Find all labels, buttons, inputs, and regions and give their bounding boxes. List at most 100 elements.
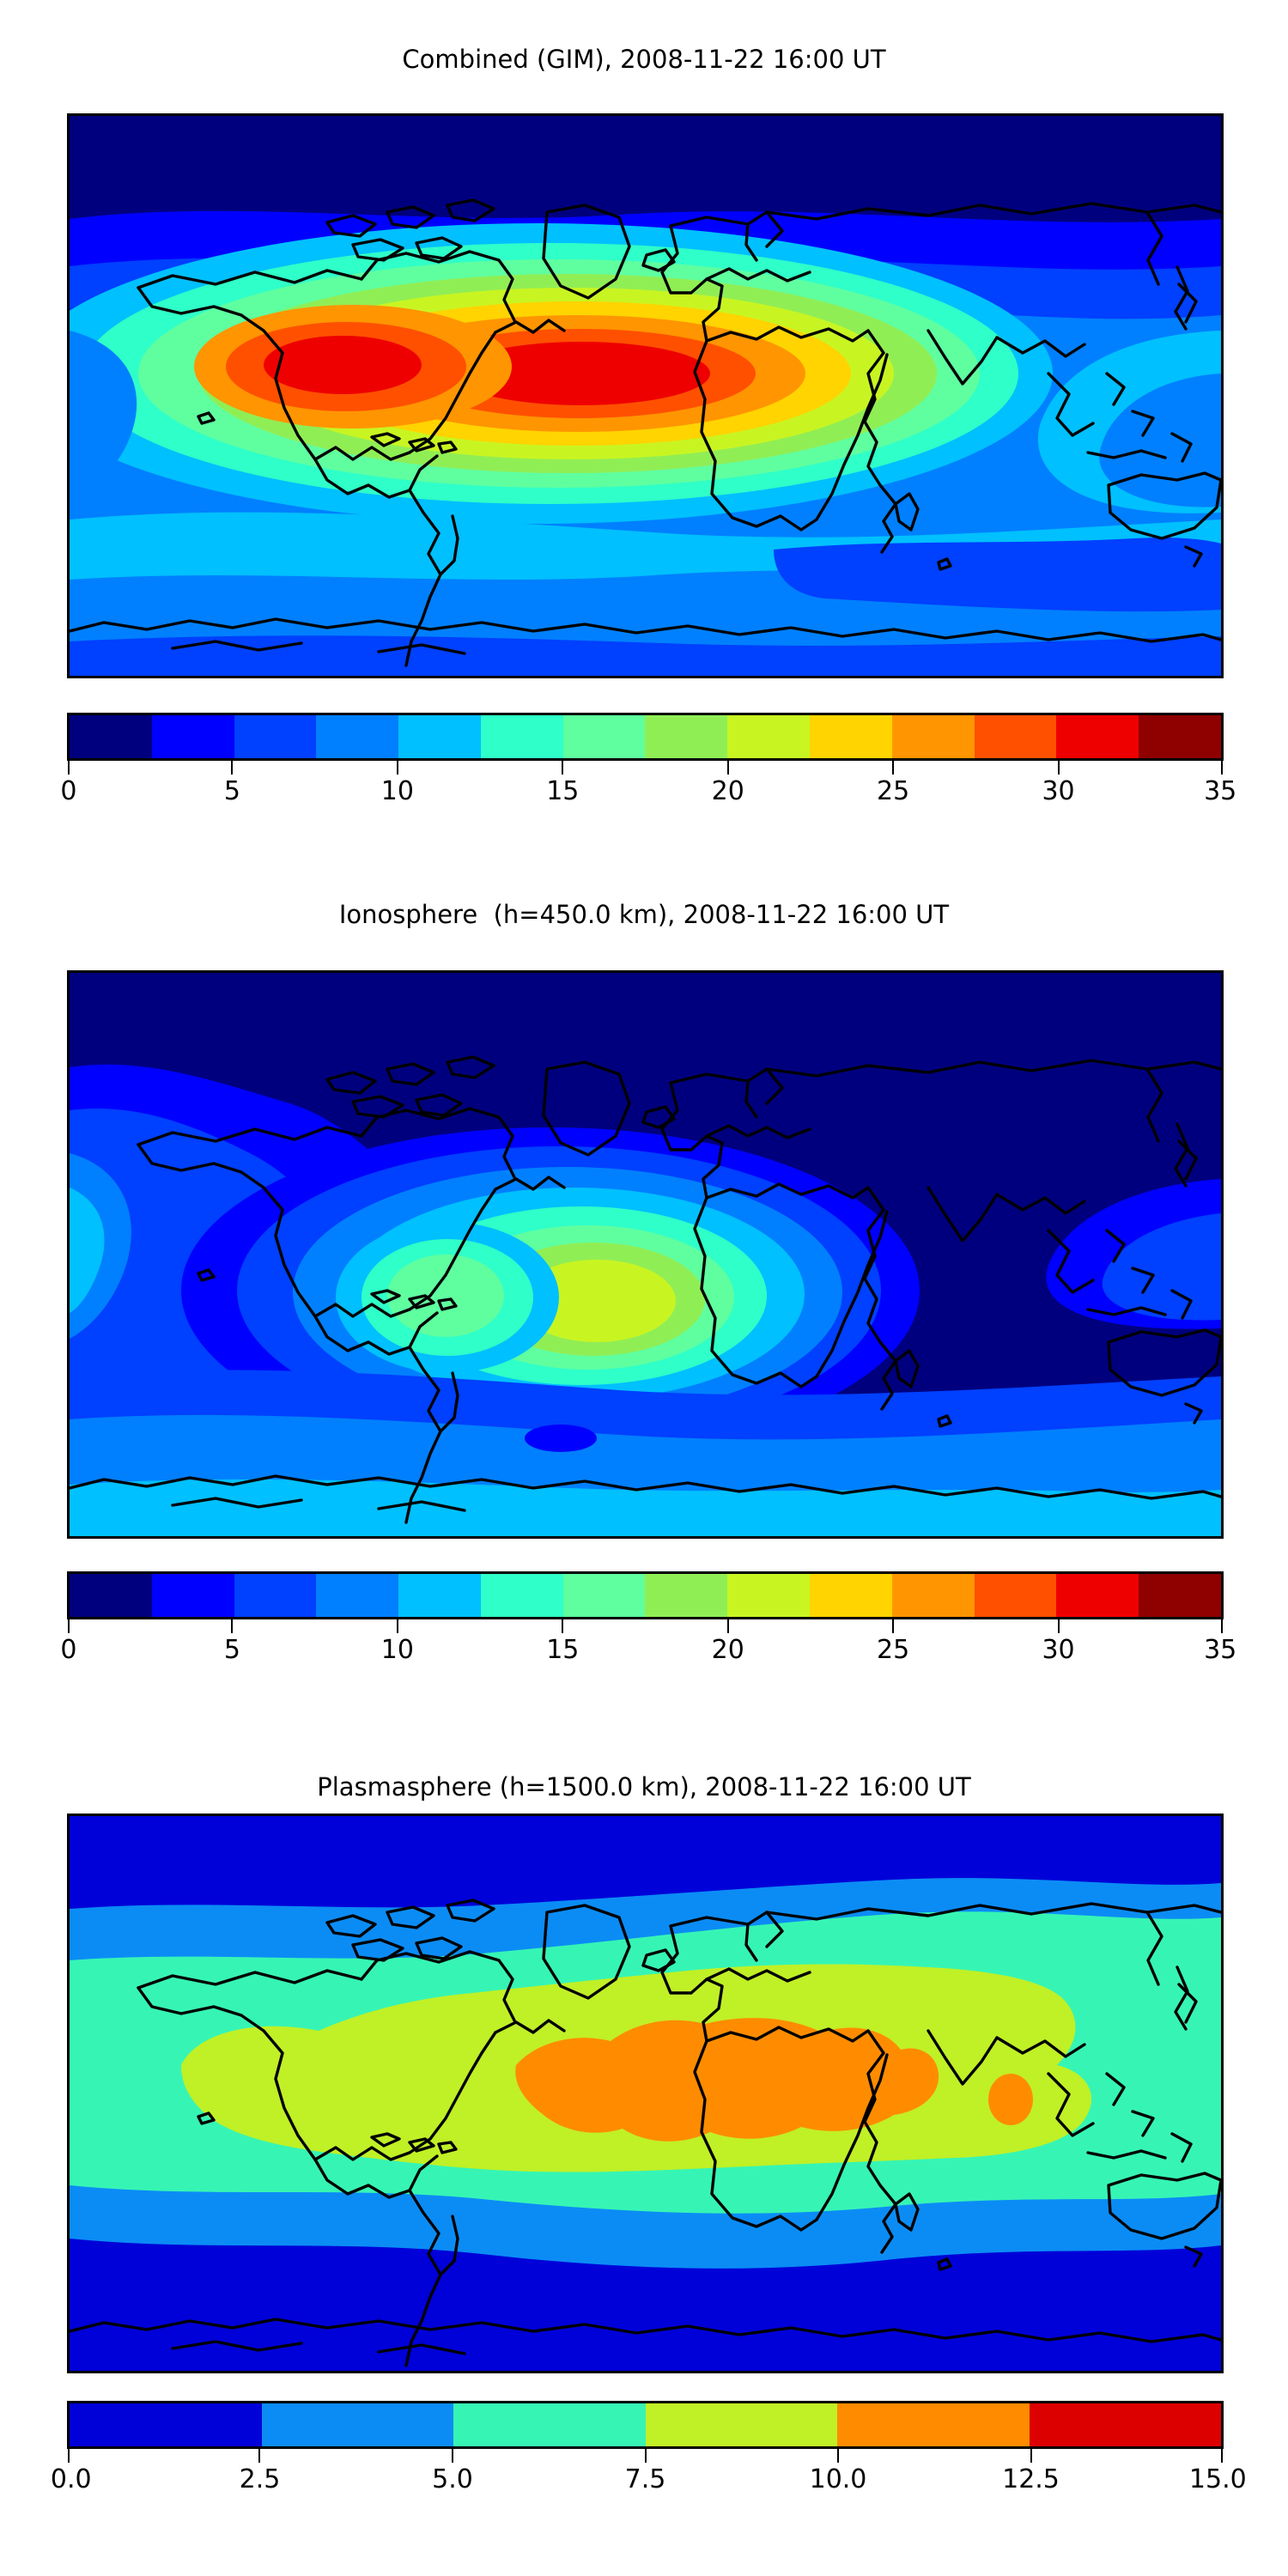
colorbar-tick [231,1619,234,1633]
colorbar-tick-label: 0.0 [50,2464,92,2494]
panel-title-combined-gim: Combined (GIM), 2008-11-22 16:00 UT [402,45,886,74]
colorbar-band-2 [453,2403,646,2446]
colorbar-band-1 [261,2403,453,2446]
colorbar-tick-label: 30 [1042,1635,1075,1665]
map-combined-gim [67,113,1224,678]
colorbar-tick [562,1619,564,1633]
colorbar-band-5 [480,715,563,758]
colorbar-band-5 [1029,2403,1221,2446]
contour-fill-group [70,116,1221,676]
colorbar-band-4 [398,1574,481,1617]
colorbar-band-5 [480,1574,563,1617]
colorbar-band-11 [974,715,1057,758]
panel-title-plasmasphere: Plasmasphere (h=1500.0 km), 2008-11-22 1… [317,1772,971,1801]
colorbar-tick [726,1619,729,1633]
colorbar-tick-label: 15.0 [1188,2464,1247,2494]
colorbar-tick-label: 15 [546,776,580,806]
colorbar-tick [1057,761,1060,775]
map-canvas-plasmasphere [70,1816,1221,2371]
colorbar-plasmasphere: 0.0 2.5 5.0 7.5 10.0 12.5 15.0 [51,2401,1247,2497]
colorbar-band-8 [727,1574,811,1617]
colorbar-tick [396,761,398,775]
colorbar-labels-ionosphere: 0 5 10 15 20 25 30 35 [60,1633,1236,1668]
colorbar-labels-combined-gim: 0 5 10 15 20 25 30 35 [60,775,1236,809]
colorbar-tick-label: 10 [380,776,414,806]
colorbar-tick [892,761,895,775]
colorbar-band-13 [1139,715,1221,758]
colorbar-band-12 [1056,1574,1139,1617]
colorbar-tick-label: 10.0 [809,2464,867,2494]
panel-title-ionosphere: Ionosphere (h=450.0 km), 2008-11-22 16:0… [338,900,950,929]
coastline-overlay-combined-gim [70,198,1221,667]
colorbar-band-13 [1139,1574,1221,1617]
colorbar-tick-label: 35 [1204,1635,1237,1665]
colorbar-tick-label: 5 [223,776,240,806]
colorbar-band-7 [645,1574,728,1617]
colorbar-tick [451,2449,453,2463]
colorbar-band-4 [398,715,481,758]
contour-fill-group [70,973,1221,1536]
map-plasmasphere [67,1814,1224,2373]
colorbar-band-0 [70,1574,152,1617]
colorbar-tick [68,1619,70,1633]
map-canvas-ionosphere [70,973,1221,1536]
colorbar-band-10 [891,715,975,758]
colorbar-gradient-combined-gim [67,713,1224,761]
colorbar-band-2 [234,715,317,758]
map-canvas-combined-gim [70,116,1221,676]
colorbar-tick [1221,1619,1223,1633]
colorbar-tick [562,761,564,775]
colorbar-band-6 [562,1574,646,1617]
colorbar-band-11 [974,1574,1057,1617]
colorbar-tick-label: 7.5 [624,2464,666,2494]
colorbar-labels-plasmasphere: 0.0 2.5 5.0 7.5 10.0 12.5 15.0 [51,2463,1247,2497]
colorbar-tick [68,761,70,775]
contour-fill-group [70,1816,1221,2371]
colorbar-tick-label: 30 [1042,776,1075,806]
colorbar-tick [892,1619,895,1633]
colorbar-ticks-plasmasphere [67,2449,1224,2463]
colorbar-tick [1057,1619,1060,1633]
colorbar-gradient-ionosphere [67,1571,1224,1619]
panel-ionosphere: Ionosphere (h=450.0 km), 2008-11-22 16:0… [0,867,1288,1743]
colorbar-ticks-ionosphere [67,1619,1224,1633]
colorbar-tick [644,2449,647,2463]
colorbar-tick [396,1619,398,1633]
colorbar-tick [231,761,234,775]
colorbar-tick-label: 15 [546,1635,580,1665]
colorbar-band-0 [70,2403,262,2446]
colorbar-band-3 [316,1574,399,1617]
colorbar-tick-label: 0 [60,1635,77,1665]
colorbar-band-3 [316,715,399,758]
colorbar-tick-label: 2.5 [239,2464,281,2494]
colorbar-band-8 [727,715,811,758]
colorbar-tick [1221,761,1223,775]
colorbar-tick-label: 5.0 [432,2464,473,2494]
colorbar-tick-label: 20 [711,1635,744,1665]
colorbar-tick-label: 25 [877,776,910,806]
coastline-overlay-plasmasphere [70,1899,1221,2367]
colorbar-tick [1221,2449,1223,2463]
colorbar-combined-gim: 0 5 10 15 20 25 30 35 [60,713,1236,809]
colorbar-band-0 [70,715,152,758]
colorbar-tick [1030,2449,1032,2463]
colorbar-band-10 [891,1574,975,1617]
colorbar-band-6 [562,715,646,758]
colorbar-tick-label: 35 [1204,776,1237,806]
colorbar-band-7 [645,715,728,758]
colorbar-ticks-combined-gim [67,761,1224,775]
colorbar-tick [258,2449,261,2463]
colorbar-band-1 [151,1574,234,1617]
colorbar-tick-label: 10 [380,1635,414,1665]
colorbar-tick-label: 20 [711,776,744,806]
panel-combined-gim: Combined (GIM), 2008-11-22 16:00 UT [0,0,1288,867]
colorbar-ionosphere: 0 5 10 15 20 25 30 35 [60,1571,1236,1668]
colorbar-band-9 [810,1574,892,1617]
colorbar-tick [68,2449,70,2463]
colorbar-tick-label: 12.5 [1002,2464,1060,2494]
coastline-overlay-ionosphere [70,1055,1221,1524]
colorbar-band-12 [1056,715,1139,758]
colorbar-band-1 [151,715,234,758]
colorbar-band-4 [837,2403,1030,2446]
